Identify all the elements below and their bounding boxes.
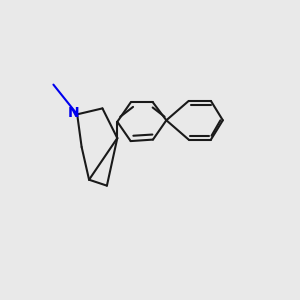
Text: N: N — [68, 106, 79, 120]
